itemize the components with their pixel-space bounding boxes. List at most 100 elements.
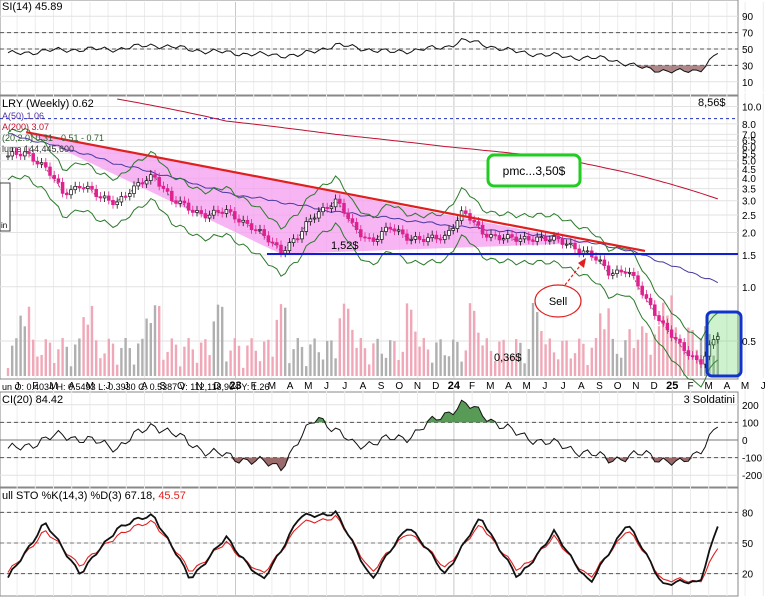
legend-volume: lume 144,445,600 xyxy=(2,144,74,154)
candle-body xyxy=(44,162,48,168)
candle-body xyxy=(371,237,376,242)
volume-bar xyxy=(586,365,589,376)
candle-body xyxy=(224,209,229,214)
candle-body xyxy=(291,238,296,243)
volume-bar xyxy=(498,341,501,376)
volume-bar xyxy=(208,355,211,376)
volume-bar xyxy=(641,326,644,376)
volume-bar xyxy=(422,338,425,376)
candle-body xyxy=(203,213,208,219)
candle-body xyxy=(317,211,321,219)
candle-body xyxy=(598,259,602,262)
volume-bar xyxy=(111,343,115,376)
volume-bar xyxy=(82,317,85,376)
candle-body xyxy=(338,198,342,204)
candle-body xyxy=(581,250,586,254)
volume-bar xyxy=(355,347,358,376)
candle-body xyxy=(472,219,476,222)
x-tick-label: N xyxy=(632,381,639,392)
volume-bar xyxy=(95,340,98,376)
volume-bar xyxy=(624,340,627,376)
volume-bar xyxy=(410,309,413,376)
candle-body xyxy=(182,200,187,204)
x-tick-label: M xyxy=(304,381,312,392)
candle-body xyxy=(585,250,590,253)
candle-body xyxy=(237,218,241,223)
volume-bar xyxy=(674,327,677,376)
volume-bar xyxy=(200,342,203,376)
volume-bar xyxy=(162,359,165,376)
candle-body xyxy=(308,218,313,222)
volume-bar xyxy=(540,330,543,376)
x-tick-label: D xyxy=(432,381,439,392)
candle-body xyxy=(556,236,560,240)
candle-body xyxy=(220,211,224,214)
volume-bar xyxy=(414,331,417,376)
y-tick-label: 50 xyxy=(742,45,754,56)
candle-body xyxy=(333,198,338,208)
candle-body xyxy=(111,200,115,206)
candle-body xyxy=(669,329,674,338)
y-tick-label: 2.5 xyxy=(742,211,756,222)
volume-bar xyxy=(678,343,682,376)
volume-bar xyxy=(704,326,707,376)
y-tick-label: 7.0 xyxy=(742,130,756,141)
volume-bar xyxy=(662,302,665,376)
cci-line xyxy=(7,399,719,472)
candle-body xyxy=(455,220,460,229)
x-tick-label: F xyxy=(687,381,693,392)
volume-bar xyxy=(468,303,472,376)
rsi-series xyxy=(7,38,719,74)
y-tick-label: 10 xyxy=(742,78,754,89)
candle-body xyxy=(485,233,489,238)
y-tick-label: 90 xyxy=(742,12,754,23)
volume-bar xyxy=(426,349,430,376)
candle-body xyxy=(674,337,678,340)
sell-label: Sell xyxy=(549,296,567,308)
y-tick-label: 1.5 xyxy=(742,251,756,262)
volume-bar xyxy=(389,340,392,376)
candle-body xyxy=(606,265,611,276)
sto-d-line xyxy=(7,514,719,583)
volume-bar xyxy=(494,361,497,376)
candle-body xyxy=(716,336,720,340)
candle-body xyxy=(426,237,430,243)
candle-body xyxy=(447,230,451,236)
volume-bar xyxy=(305,366,308,376)
x-tick-label: J xyxy=(542,381,547,392)
volume-bar xyxy=(44,339,47,376)
volume-bar xyxy=(132,364,136,376)
toolbar-zoom-in-label[interactable]: in xyxy=(1,221,7,230)
candle-body xyxy=(682,342,686,351)
x-tick-label: A xyxy=(360,381,367,392)
candle-body xyxy=(531,239,535,242)
candle-body xyxy=(422,238,426,243)
y-tick-label: 6.0 xyxy=(742,142,756,153)
x-tick-label: J xyxy=(106,381,111,392)
candle-body xyxy=(161,185,166,189)
candle-body xyxy=(413,236,418,240)
candle-body xyxy=(258,229,262,231)
candle-body xyxy=(186,202,191,211)
volume-bar xyxy=(326,340,329,376)
candle-body xyxy=(18,153,23,157)
candle-body xyxy=(354,222,359,230)
volume-bar xyxy=(565,340,568,376)
ma50-line xyxy=(8,133,719,284)
volume-bar xyxy=(578,338,581,376)
candle-body xyxy=(149,174,153,181)
toolbar-fragment[interactable] xyxy=(0,182,11,232)
volume-bar xyxy=(288,363,291,376)
sto-label-k: ull STO %K(14,3) %D(3) 67.18, xyxy=(2,490,155,502)
candle-body xyxy=(430,234,434,238)
candle-body xyxy=(632,271,636,277)
rsi-oversold-area xyxy=(8,65,718,73)
volume-bar xyxy=(19,315,22,376)
breakout-box xyxy=(705,310,743,378)
y-tick-label: 20 xyxy=(742,570,754,581)
candle-body xyxy=(438,238,443,241)
candle-body xyxy=(363,236,367,239)
candle-body xyxy=(384,226,388,232)
volume-bar xyxy=(657,326,661,376)
